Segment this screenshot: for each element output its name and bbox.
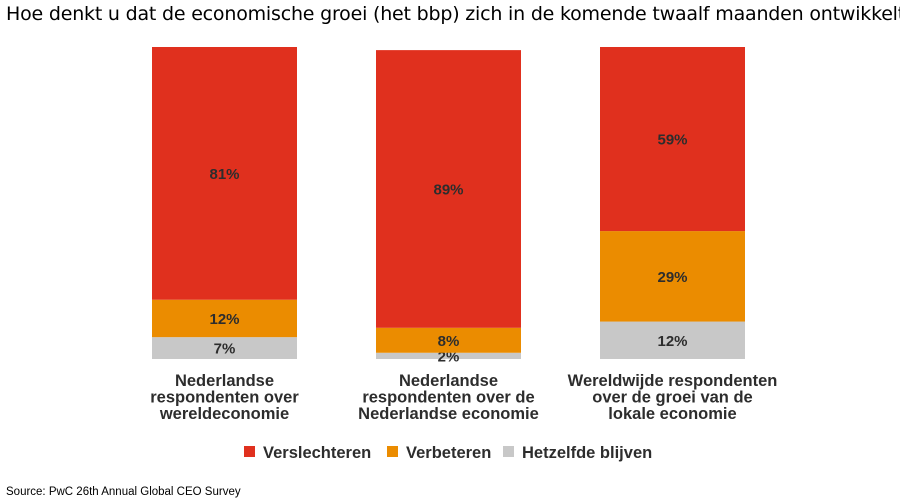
data-label: 7%: [214, 341, 236, 358]
bar-segment-verslechteren: [376, 50, 521, 328]
bar-segment-verbeteren: [600, 231, 745, 322]
legend-label: Verbeteren: [406, 444, 491, 462]
legend-swatch: [387, 446, 398, 457]
category-label: lokale economie: [608, 405, 736, 423]
category-label: respondenten over de: [362, 389, 534, 407]
bar-segment-hetzelfde-blijven: [376, 352, 521, 359]
legend-swatch: [244, 446, 255, 457]
category-label: wereldeconomie: [159, 405, 289, 423]
legend-label: Hetzelfde blijven: [522, 444, 652, 462]
bar-segment-hetzelfde-blijven: [152, 337, 297, 359]
source-note: Source: PwC 26th Annual Global CEO Surve…: [6, 486, 241, 498]
category-label: Nederlandse: [175, 372, 274, 390]
data-label: 89%: [433, 181, 463, 198]
chart-title: Hoe denkt u dat de economische groei (he…: [6, 3, 900, 25]
bar-segment-verslechteren: [152, 47, 297, 300]
bar-segment-verslechteren: [600, 47, 745, 232]
legend-label: Verslechteren: [263, 444, 371, 462]
category-label: Nederlandse: [399, 372, 498, 390]
data-label: 59%: [657, 132, 687, 149]
data-label: 81%: [209, 166, 239, 183]
category-label: Wereldwijde respondenten: [568, 372, 778, 390]
category-label: respondenten over: [150, 389, 299, 407]
data-label: 12%: [209, 311, 239, 328]
data-label: 8%: [438, 333, 460, 350]
category-label: Nederlandse economie: [358, 405, 539, 423]
bar-segment-verbeteren: [152, 299, 297, 338]
bar-segment-hetzelfde-blijven: [600, 321, 745, 359]
bar-segment-verbeteren: [376, 327, 521, 353]
category-label: over de groei van de: [592, 389, 752, 407]
legend-swatch: [503, 446, 514, 457]
data-label: 29%: [657, 269, 687, 286]
data-label: 12%: [657, 333, 687, 350]
